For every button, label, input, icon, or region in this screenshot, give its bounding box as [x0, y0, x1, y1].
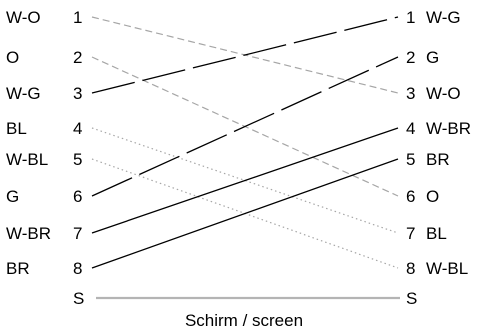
- left-wire-color-label: W-BL: [6, 150, 48, 169]
- left-wire-color-label: W-G: [6, 84, 41, 103]
- left-pin-number: S: [73, 289, 84, 308]
- right-pin-number: 3: [406, 84, 415, 103]
- screen-caption: Schirm / screen: [185, 311, 303, 330]
- left-pin-number: 2: [73, 48, 82, 67]
- right-pin-number: 4: [406, 119, 415, 138]
- wire-pin-6-to-2: [91, 56, 399, 197]
- left-pin-number: 4: [73, 119, 82, 138]
- right-wire-color-label: W-BR: [426, 119, 471, 138]
- right-pin-number: 8: [406, 259, 415, 278]
- left-pin-number: 3: [73, 84, 82, 103]
- right-wire-color-label: BL: [426, 224, 447, 243]
- wire-layer: [91, 16, 400, 300]
- left-pin-number: 1: [73, 8, 82, 27]
- right-wire-color-label: W-G: [426, 8, 461, 27]
- left-wire-color-label: W-BR: [6, 224, 51, 243]
- right-pin-number: 1: [406, 8, 415, 27]
- left-wire-color-label: G: [6, 187, 19, 206]
- right-pin-number: 5: [406, 150, 415, 169]
- left-pin-number: 6: [73, 187, 82, 206]
- right-pin-number: 6: [406, 187, 415, 206]
- left-pin-number: 5: [73, 150, 82, 169]
- left-wire-color-label: O: [6, 48, 19, 67]
- right-wire-color-label: W-O: [426, 84, 461, 103]
- right-connector: 1 W-G 2 G3 W-O 4 W-BR 5 BR 6 O7 BL 8 W-BL S: [406, 8, 471, 308]
- right-wire-color-label: O: [426, 187, 439, 206]
- left-wire-color-label: W-O: [6, 8, 41, 27]
- right-wire-color-label: BR: [426, 150, 450, 169]
- left-wire-color-label: BR: [6, 259, 30, 278]
- left-pin-number: 8: [73, 259, 82, 278]
- left-connector: W-O 1 O 2 W-G 3 BL 4 W-BL 5 G 6 W-BR 7 BR 8 S: [6, 8, 84, 308]
- right-pin-number: 7: [406, 224, 415, 243]
- left-pin-number: 7: [73, 224, 82, 243]
- right-wire-color-label: W-BL: [426, 259, 468, 278]
- left-wire-color-label: BL: [6, 119, 27, 138]
- wire-pin-8-to-5: [91, 158, 399, 269]
- wire-pin-7-to-4: [91, 127, 399, 234]
- wire-pin-3-to-1: [91, 16, 399, 94]
- right-pin-number: 2: [406, 48, 415, 67]
- right-wire-color-label: G: [426, 48, 439, 67]
- right-pin-number: S: [406, 289, 417, 308]
